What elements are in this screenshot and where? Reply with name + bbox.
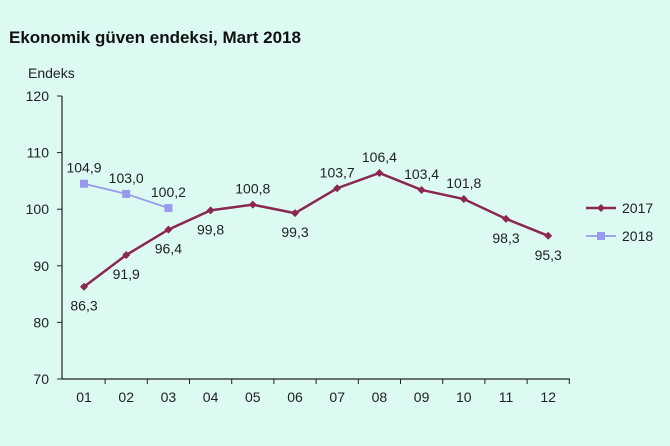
series-line-2017 [83,171,549,288]
data-label: 101,8 [446,175,481,191]
x-tick-label: 06 [287,389,303,405]
data-label: 96,4 [155,241,182,257]
data-point [164,225,173,234]
y-tick-label: 110 [27,145,50,161]
data-point [122,189,131,198]
data-point [206,206,215,215]
data-label: 104,9 [66,160,101,176]
x-tick-label: 08 [372,389,388,405]
data-label: 103,0 [109,170,144,186]
x-tick-label: 11 [499,389,514,405]
data-label: 100,2 [151,184,186,200]
data-label: 98,3 [492,230,519,246]
x-tick-label: 04 [203,389,219,405]
data-point [502,214,510,223]
data-label: 103,4 [404,166,439,182]
y-axis-label: Endeks [28,65,75,81]
chart-title: Ekonomik güven endeksi, Mart 2018 [9,28,301,47]
legend-marker [597,204,605,212]
x-tick-label: 02 [118,389,134,405]
data-label: 99,8 [197,221,224,237]
data-label: 91,9 [113,266,140,282]
data-point [333,184,342,193]
y-tick-label: 100 [26,201,50,217]
data-label: 99,3 [281,224,308,240]
x-tick-label: 01 [76,389,92,405]
data-point [291,209,299,218]
y-tick-label: 80 [33,314,49,330]
x-tick-label: 07 [329,389,345,405]
data-point [417,185,426,194]
x-tick-label: 09 [414,389,430,405]
data-point [544,231,553,240]
x-tick-label: 10 [456,389,472,405]
data-point [375,168,384,177]
x-tick-label: 03 [161,389,177,405]
data-label: 100,8 [235,181,270,197]
legend-label: 2017 [622,200,653,216]
data-label: 106,4 [362,149,397,165]
data-point [164,204,173,213]
data-label: 95,3 [535,247,562,263]
x-tick-label: 05 [245,389,261,405]
y-tick-label: 120 [26,88,50,104]
x-tick-label: 12 [540,389,556,405]
legend-marker [597,232,605,240]
data-point [248,200,257,209]
y-tick-label: 70 [33,371,49,387]
data-point [80,179,88,188]
data-point [80,282,88,291]
legend-label: 2018 [622,228,653,244]
data-label: 86,3 [70,298,97,314]
data-point [459,195,468,204]
data-label: 103,7 [320,164,355,180]
data-point [122,251,131,260]
y-tick-label: 90 [33,258,49,274]
